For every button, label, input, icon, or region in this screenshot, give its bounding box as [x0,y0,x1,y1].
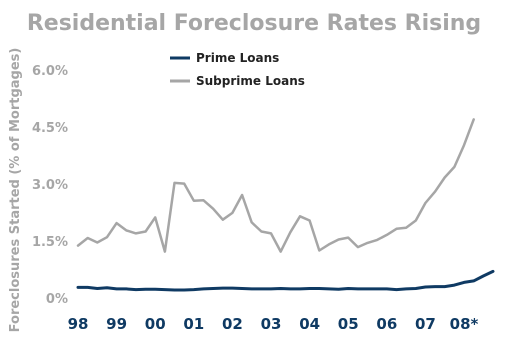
x-tick-label: 00 [145,315,166,333]
legend-label-subprime: Subprime Loans [196,74,305,88]
series-line-prime [76,269,495,292]
x-tick-label: 04 [299,315,320,333]
y-tick-label: 3.0% [32,178,68,193]
x-tick-label: 99 [106,315,127,333]
x-axis-ticks: 98 99 00 01 02 03 04 05 06 07 08* [68,315,479,333]
x-tick-label: 05 [338,315,359,333]
chart-title: Residential Foreclosure Rates Rising [27,11,481,36]
y-tick-label: 4.5% [32,121,68,136]
y-tick-label: 1.5% [32,235,68,250]
y-axis-label: Foreclosures Started (% of Mortgages) [8,48,23,333]
x-tick-label: 01 [183,315,204,333]
x-tick-label: 98 [68,315,89,333]
legend: Prime Loans Subprime Loans [170,51,305,88]
series-lines [76,118,495,292]
legend-label-prime: Prime Loans [196,51,279,65]
x-tick-label: 07 [415,315,436,333]
y-axis-ticks: 0% 1.5% 3.0% 4.5% 6.0% [32,64,68,307]
x-tick-label: 06 [376,315,397,333]
x-tick-label: 03 [261,315,282,333]
x-tick-label: 02 [222,315,243,333]
y-tick-label: 6.0% [32,64,68,79]
x-tick-label: 08* [450,315,479,333]
series-line-subprime [76,118,475,253]
y-tick-label: 0% [46,292,68,307]
